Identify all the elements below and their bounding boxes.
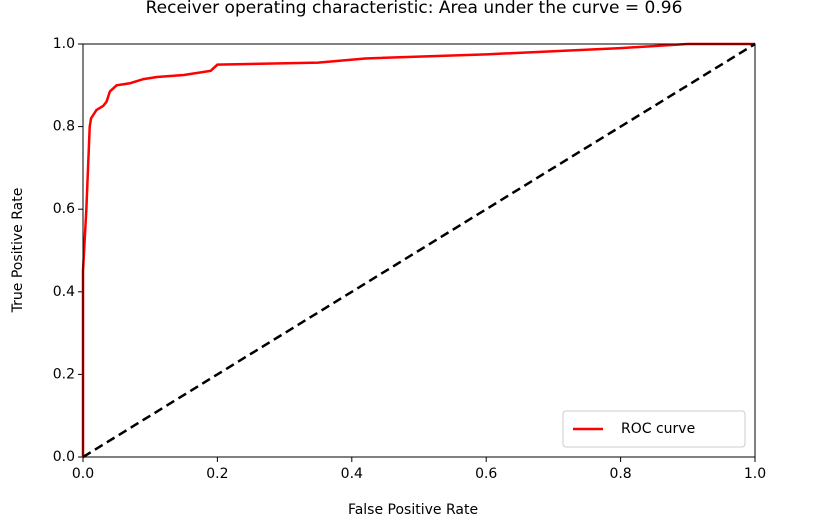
y-tick-label: 0.6 xyxy=(53,201,75,217)
legend-box xyxy=(562,410,746,448)
y-tick-label: 0.0 xyxy=(53,449,75,465)
legend-label: ROC curve xyxy=(621,421,695,437)
y-tick-label: 0.4 xyxy=(53,284,75,300)
chart-title: Receiver operating characteristic: Area … xyxy=(146,0,683,18)
y-tick-label: 1.0 xyxy=(53,36,75,52)
x-tick-label: 0.6 xyxy=(475,466,497,482)
y-tick-label: 0.2 xyxy=(53,366,75,382)
x-axis-label: False Positive Rate xyxy=(348,502,478,518)
x-tick-label: 1.0 xyxy=(744,466,766,482)
x-tick-label: 0.4 xyxy=(341,466,363,482)
x-tick-label: 0.2 xyxy=(206,466,228,482)
plot-frame xyxy=(82,43,756,458)
x-tick-label: 0.8 xyxy=(609,466,631,482)
x-tick-label: 0.0 xyxy=(72,466,94,482)
roc-line xyxy=(81,42,755,457)
reference-line xyxy=(82,42,756,459)
y-tick-label: 0.8 xyxy=(53,119,75,135)
y-axis-label: True Positive Rate xyxy=(10,188,26,314)
